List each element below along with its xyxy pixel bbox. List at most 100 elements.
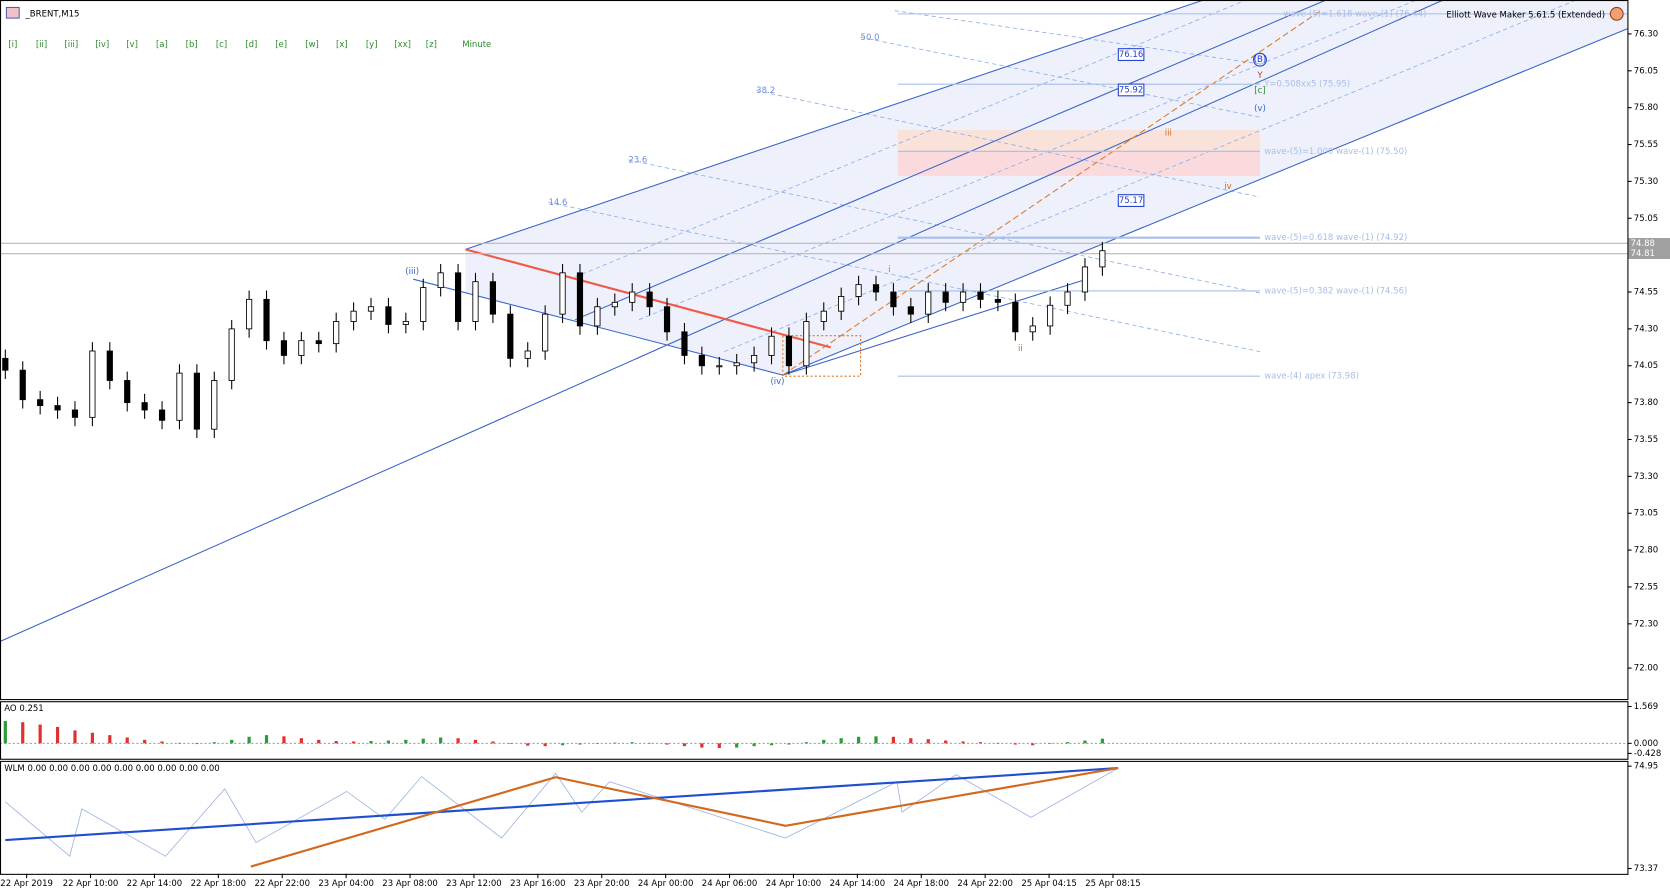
- candle-body: [507, 313, 514, 359]
- wave-button[interactable]: [ii]: [36, 40, 47, 50]
- wave-button[interactable]: [z]: [426, 40, 437, 50]
- target-box: [1117, 194, 1145, 207]
- y-tick-label: 72.00: [1634, 664, 1658, 674]
- wave-button[interactable]: [d]: [245, 40, 257, 50]
- indicator-title: Elliott Wave Maker 5.61.5 (Extended): [1446, 10, 1605, 20]
- candle-body: [959, 291, 967, 303]
- symbol-title: _BRENT,M15: [25, 9, 80, 19]
- ao-bar: [317, 739, 321, 744]
- ao-bar: [351, 741, 356, 744]
- x-tick-label: 24 Apr 00:00: [638, 879, 694, 889]
- wave-button[interactable]: [v]: [126, 40, 138, 50]
- ao-bar: [978, 742, 983, 744]
- candle-body: [106, 350, 113, 381]
- ea-icon: [1609, 6, 1624, 21]
- candle-body: [1047, 304, 1054, 327]
- candle-body: [594, 306, 601, 327]
- candle-body: [942, 291, 949, 303]
- wave-button[interactable]: [iii]: [64, 40, 78, 50]
- ao-bar: [1013, 743, 1017, 745]
- wave-button[interactable]: [a]: [156, 40, 168, 50]
- wave-label: (B): [1254, 55, 1266, 65]
- ao-bar: [508, 743, 512, 744]
- candle-body: [367, 306, 375, 312]
- y-tick-label: 75.80: [1634, 103, 1658, 113]
- degree-button[interactable]: Minute: [462, 40, 491, 50]
- ao-bar: [125, 737, 129, 744]
- candle-body: [1029, 325, 1036, 333]
- target-box-label: 75.92: [1119, 85, 1143, 95]
- x-tick-label: 24 Apr 06:00: [702, 879, 758, 889]
- ao-bar: [578, 743, 582, 745]
- wave-label: [c]: [1254, 86, 1265, 96]
- ao-bar: [456, 738, 460, 744]
- ao-bar: [769, 743, 774, 746]
- wave-button[interactable]: [c]: [216, 40, 227, 50]
- candle-body: [315, 340, 322, 345]
- x-tick-label: 22 Apr 10:00: [63, 879, 119, 889]
- x-tick-label: 25 Apr 08:15: [1085, 879, 1141, 889]
- channel-lines: [0, 0, 1628, 642]
- candle-body: [611, 301, 618, 308]
- ao-bar: [1048, 743, 1052, 744]
- candle-body: [838, 296, 845, 312]
- candle-body: [298, 340, 305, 356]
- wave-label: i: [888, 265, 890, 275]
- ao-bar: [247, 736, 251, 744]
- ao-bar: [735, 743, 739, 748]
- ao-bar: [630, 742, 634, 744]
- candle-body: [785, 335, 793, 367]
- ao-panel-frame: [0, 701, 1629, 760]
- ao-bar: [334, 741, 338, 744]
- wave-button[interactable]: [b]: [186, 40, 198, 50]
- candle-body: [350, 310, 357, 322]
- ao-bar: [1083, 740, 1087, 744]
- candle-body: [37, 399, 44, 406]
- ao-bar: [891, 736, 896, 744]
- x-tick-label: 22 Apr 22:00: [254, 879, 310, 889]
- y-tick-label: 72.30: [1634, 619, 1658, 629]
- wave-label: (iii): [405, 267, 419, 277]
- ao-bar: [996, 742, 1000, 744]
- candle-body: [977, 291, 984, 300]
- wlm-line: [5, 767, 1119, 857]
- ao-bar: [682, 743, 687, 747]
- candle-body: [1012, 301, 1019, 333]
- y-tick-label: 74.95: [1634, 762, 1658, 772]
- ao-bar: [717, 743, 721, 749]
- candle-body: [263, 298, 270, 342]
- wave-button[interactable]: [w]: [305, 40, 319, 50]
- candle-body: [333, 321, 340, 345]
- wave-button[interactable]: [y]: [366, 40, 378, 50]
- panel-title: AO 0.251: [4, 704, 43, 714]
- ao-bar: [944, 740, 948, 744]
- ao-bar: [787, 743, 791, 745]
- target-box: [1117, 48, 1145, 61]
- candle-body: [820, 310, 827, 322]
- ao-bar: [212, 742, 216, 744]
- wave-button[interactable]: [iv]: [95, 40, 109, 50]
- wave-button[interactable]: [xx]: [394, 40, 411, 50]
- y-tick-label: 76.30: [1634, 29, 1658, 39]
- y-tick-label: 75.55: [1634, 140, 1658, 150]
- ao-bar: [282, 736, 286, 744]
- wave-button[interactable]: [i]: [8, 40, 17, 50]
- ao-bar: [648, 742, 652, 744]
- ao-bar: [160, 741, 164, 744]
- target-box-label: 76.16: [1119, 50, 1143, 60]
- x-tick-label: 23 Apr 04:00: [318, 879, 374, 889]
- candle-body: [420, 287, 427, 322]
- wave-button[interactable]: [x]: [336, 40, 348, 50]
- ao-bar: [926, 739, 930, 744]
- wave-button[interactable]: [e]: [275, 40, 287, 50]
- candle-body: [559, 272, 566, 315]
- fib-level-label: 14.6: [549, 198, 568, 208]
- projection-label: Y=0.508xx5 (75.95): [1263, 80, 1350, 90]
- candle-body: [280, 340, 288, 356]
- candle-body: [542, 313, 549, 352]
- projection-label: wave-(5)=1.618 wave-(1) (76.44): [1283, 9, 1426, 19]
- ao-bar: [874, 736, 878, 744]
- fib-level-label: 50.0: [861, 33, 880, 43]
- ao-bar: [386, 740, 391, 744]
